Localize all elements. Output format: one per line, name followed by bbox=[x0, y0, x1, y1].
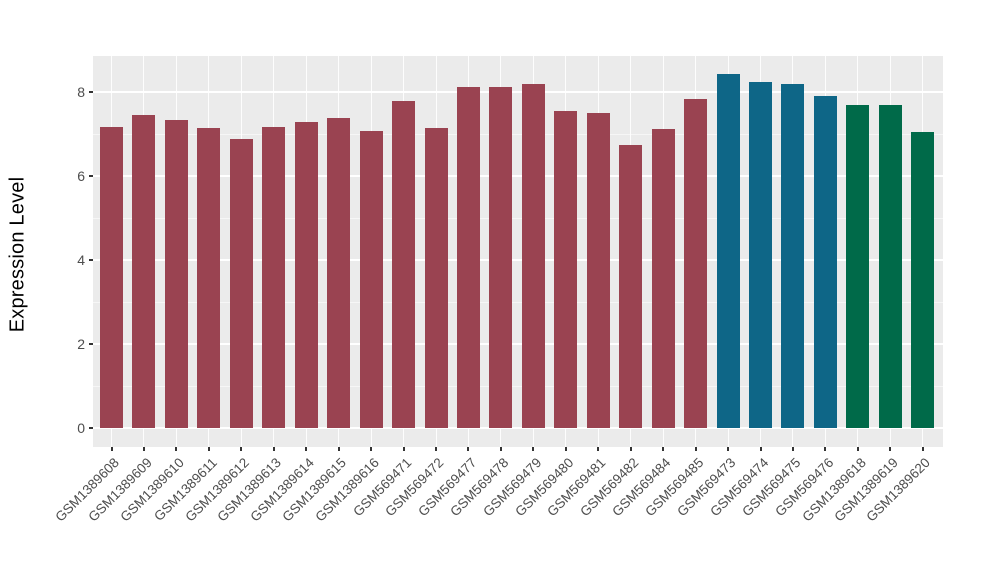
x-tick-mark bbox=[889, 447, 892, 451]
x-tick-mark bbox=[435, 447, 437, 451]
bar-GSM569480 bbox=[554, 110, 578, 428]
x-tick-mark bbox=[175, 447, 178, 451]
x-tick-mark bbox=[370, 447, 373, 451]
bar-GSM1389615 bbox=[327, 117, 351, 428]
bar-GSM1389616 bbox=[359, 130, 383, 428]
bar-GSM569481 bbox=[586, 113, 610, 428]
bar-GSM1389609 bbox=[132, 114, 156, 428]
plot-panel bbox=[93, 56, 943, 447]
bar-GSM1389618 bbox=[846, 105, 870, 428]
bar-GSM569474 bbox=[749, 82, 772, 428]
x-tick-mark bbox=[662, 447, 665, 451]
x-tick-mark bbox=[727, 447, 730, 451]
bar-GSM569472 bbox=[424, 127, 448, 428]
bar-GSM569476 bbox=[813, 95, 837, 428]
x-tick-mark bbox=[759, 447, 762, 451]
bar-GSM1389619 bbox=[878, 105, 902, 428]
major-gridline-y4 bbox=[93, 259, 943, 261]
major-gridline-y0 bbox=[93, 427, 943, 429]
minor-gridline-y3 bbox=[93, 302, 943, 303]
major-gridline-y6 bbox=[93, 175, 943, 177]
x-tick-mark bbox=[207, 447, 210, 451]
x-tick-mark bbox=[856, 447, 859, 451]
x-tick-mark bbox=[791, 447, 794, 451]
x-tick-mark bbox=[110, 447, 113, 451]
bar-GSM569484 bbox=[651, 129, 675, 428]
bar-GSM1389610 bbox=[164, 120, 188, 428]
y-tick-label-4: 4 bbox=[77, 252, 85, 268]
minor-gridline-y7 bbox=[93, 134, 943, 135]
x-tick-mark bbox=[337, 447, 340, 451]
bar-GSM569482 bbox=[619, 145, 643, 428]
bar-GSM569485 bbox=[684, 98, 708, 428]
x-tick-mark bbox=[629, 447, 632, 451]
x-tick-mark bbox=[824, 447, 827, 451]
bar-GSM1389611 bbox=[197, 128, 221, 428]
y-tick-label-2: 2 bbox=[77, 336, 85, 352]
y-tick-mark-0 bbox=[89, 427, 93, 429]
bar-GSM569475 bbox=[781, 84, 805, 428]
bar-GSM1389608 bbox=[100, 126, 123, 428]
y-tick-mark-4 bbox=[89, 259, 93, 261]
x-tick-mark bbox=[597, 447, 600, 451]
minor-gridline-y1 bbox=[93, 386, 943, 387]
bar-GSM569473 bbox=[716, 73, 740, 428]
bar-GSM569479 bbox=[521, 83, 545, 428]
major-gridline-y8 bbox=[93, 91, 943, 93]
bar-GSM1389620 bbox=[911, 131, 935, 428]
x-tick-mark bbox=[142, 447, 145, 451]
y-tick-label-6: 6 bbox=[77, 168, 85, 184]
y-tick-label-8: 8 bbox=[77, 84, 85, 100]
x-tick-mark bbox=[240, 447, 243, 451]
x-tick-mark bbox=[921, 447, 924, 451]
x-tick-mark bbox=[532, 447, 535, 451]
x-tick-mark bbox=[272, 447, 275, 451]
x-tick-mark bbox=[499, 447, 502, 451]
y-axis-title: Expression Level bbox=[6, 176, 29, 333]
x-tick-mark bbox=[694, 447, 697, 451]
y-tick-mark-6 bbox=[89, 175, 93, 177]
bar-GSM1389613 bbox=[262, 126, 286, 428]
y-tick-mark-2 bbox=[89, 343, 93, 345]
y-tick-label-0: 0 bbox=[77, 420, 85, 436]
major-gridline-y2 bbox=[93, 343, 943, 345]
bar-GSM569471 bbox=[392, 100, 416, 428]
bar-GSM569477 bbox=[456, 86, 480, 428]
minor-gridline-y5 bbox=[93, 218, 943, 219]
bar-GSM1389614 bbox=[294, 121, 318, 428]
x-tick-mark bbox=[305, 447, 308, 451]
bar-GSM1389612 bbox=[229, 139, 253, 428]
y-tick-mark-8 bbox=[89, 91, 93, 93]
x-tick-mark bbox=[402, 447, 405, 451]
x-tick-mark bbox=[467, 447, 470, 451]
bar-GSM569478 bbox=[489, 86, 513, 428]
x-tick-mark bbox=[564, 447, 567, 451]
